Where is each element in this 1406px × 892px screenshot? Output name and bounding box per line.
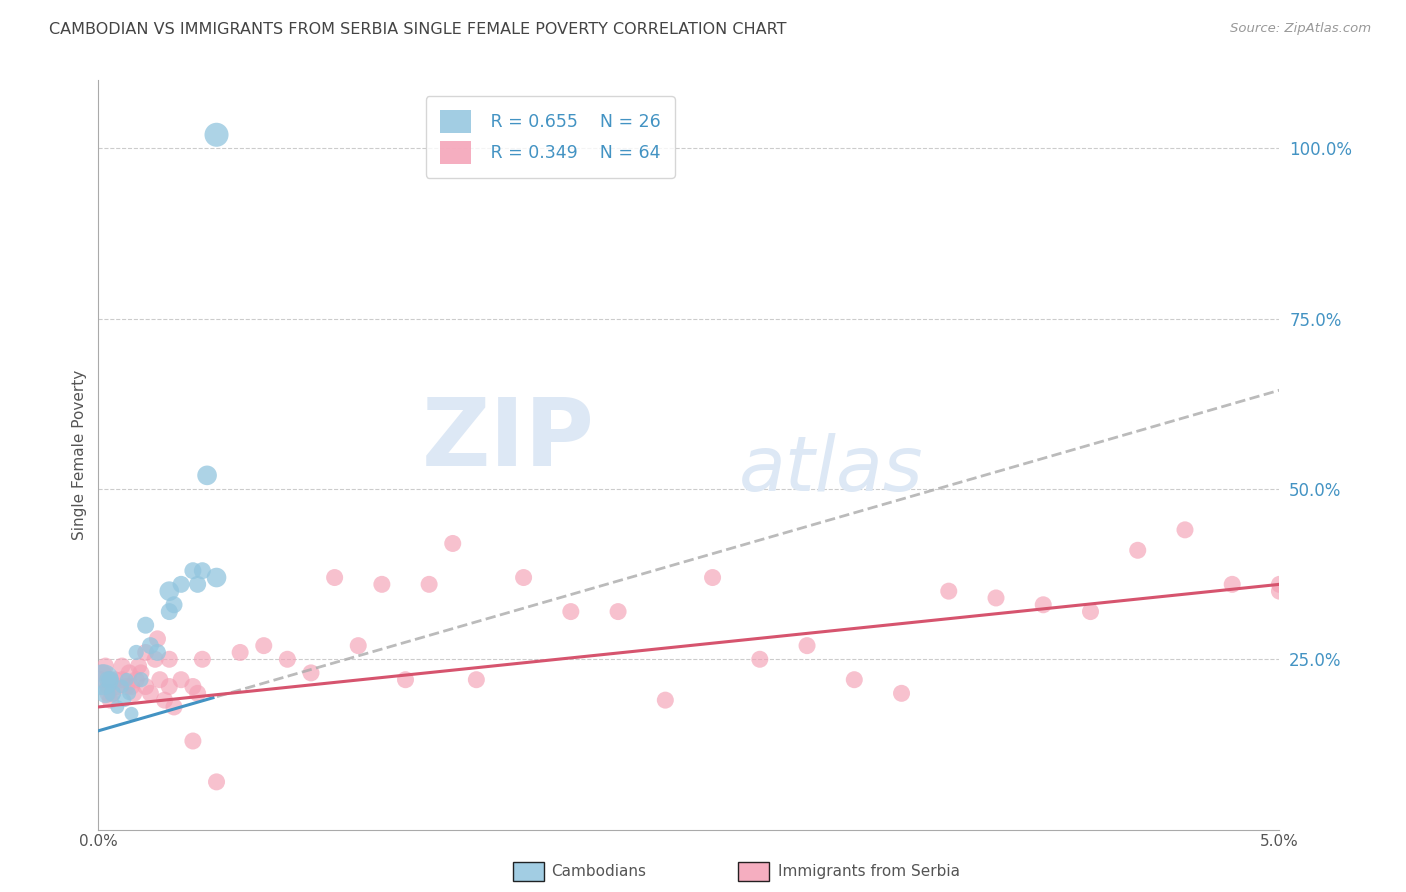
Text: ZIP: ZIP — [422, 394, 595, 486]
Point — [118, 665, 141, 680]
Point — [121, 706, 143, 721]
Point — [98, 673, 121, 687]
Point — [229, 645, 252, 659]
Point — [98, 673, 121, 687]
Point — [465, 673, 488, 687]
Point — [135, 618, 157, 632]
Point — [418, 577, 440, 591]
Text: Cambodians: Cambodians — [551, 864, 647, 879]
Point — [890, 686, 912, 700]
Point — [323, 570, 346, 584]
Point — [299, 665, 322, 680]
Point — [91, 665, 114, 680]
Point — [153, 693, 176, 707]
Point — [125, 673, 148, 687]
Point — [125, 645, 148, 659]
Point — [139, 686, 162, 700]
Point — [1268, 584, 1291, 599]
Point — [98, 693, 121, 707]
Point — [129, 673, 152, 687]
Point — [135, 680, 157, 694]
Point — [702, 570, 724, 584]
Point — [181, 680, 204, 694]
Point — [1080, 605, 1102, 619]
Point — [394, 673, 416, 687]
Point — [938, 584, 960, 599]
Point — [157, 680, 180, 694]
Point — [205, 775, 228, 789]
Point — [181, 564, 204, 578]
Point — [157, 605, 180, 619]
Point — [157, 652, 180, 666]
Point — [101, 686, 124, 700]
Point — [146, 645, 169, 659]
Point — [105, 680, 128, 694]
Point — [135, 645, 157, 659]
Point — [796, 639, 818, 653]
Point — [205, 570, 228, 584]
Point — [121, 680, 143, 694]
Point — [181, 734, 204, 748]
Point — [139, 639, 162, 653]
Point — [104, 673, 127, 687]
Point — [371, 577, 394, 591]
Text: CAMBODIAN VS IMMIGRANTS FROM SERBIA SINGLE FEMALE POVERTY CORRELATION CHART: CAMBODIAN VS IMMIGRANTS FROM SERBIA SING… — [49, 22, 787, 37]
Point — [191, 652, 214, 666]
Y-axis label: Single Female Poverty: Single Female Poverty — [72, 370, 87, 540]
Point — [94, 686, 117, 700]
Point — [560, 605, 582, 619]
Point — [441, 536, 464, 550]
Point — [512, 570, 534, 584]
Point — [105, 700, 128, 714]
Point — [111, 659, 134, 673]
Point — [187, 577, 209, 591]
Point — [157, 584, 180, 599]
Point — [91, 673, 114, 687]
Point — [748, 652, 770, 666]
Point — [118, 686, 141, 700]
Point — [191, 564, 214, 578]
Text: atlas: atlas — [738, 433, 922, 507]
Point — [654, 693, 676, 707]
Point — [128, 659, 150, 673]
Point — [163, 700, 186, 714]
Point — [111, 680, 134, 694]
Point — [1032, 598, 1054, 612]
Point — [90, 673, 112, 687]
Point — [984, 591, 1007, 605]
Point — [163, 598, 186, 612]
Point — [122, 686, 145, 700]
Text: Immigrants from Serbia: Immigrants from Serbia — [778, 864, 959, 879]
Point — [149, 673, 172, 687]
Point — [101, 686, 124, 700]
Point — [115, 673, 138, 687]
Point — [195, 468, 218, 483]
Point — [170, 577, 193, 591]
Point — [112, 693, 135, 707]
Point — [1268, 577, 1291, 591]
Point — [607, 605, 630, 619]
Point — [276, 652, 298, 666]
Point — [170, 673, 193, 687]
Point — [143, 652, 166, 666]
Point — [97, 686, 120, 700]
Point — [115, 680, 138, 694]
Point — [97, 673, 120, 687]
Point — [146, 632, 169, 646]
Point — [94, 659, 117, 673]
Point — [1220, 577, 1243, 591]
Point — [97, 680, 120, 694]
Text: Source: ZipAtlas.com: Source: ZipAtlas.com — [1230, 22, 1371, 36]
Point — [1174, 523, 1197, 537]
Point — [347, 639, 370, 653]
Point — [844, 673, 866, 687]
Point — [253, 639, 276, 653]
Point — [187, 686, 209, 700]
Legend:  R = 0.655    N = 26,  R = 0.349    N = 64: R = 0.655 N = 26, R = 0.349 N = 64 — [426, 96, 675, 178]
Point — [205, 128, 228, 142]
Point — [111, 673, 134, 687]
Point — [1126, 543, 1149, 558]
Point — [129, 665, 152, 680]
